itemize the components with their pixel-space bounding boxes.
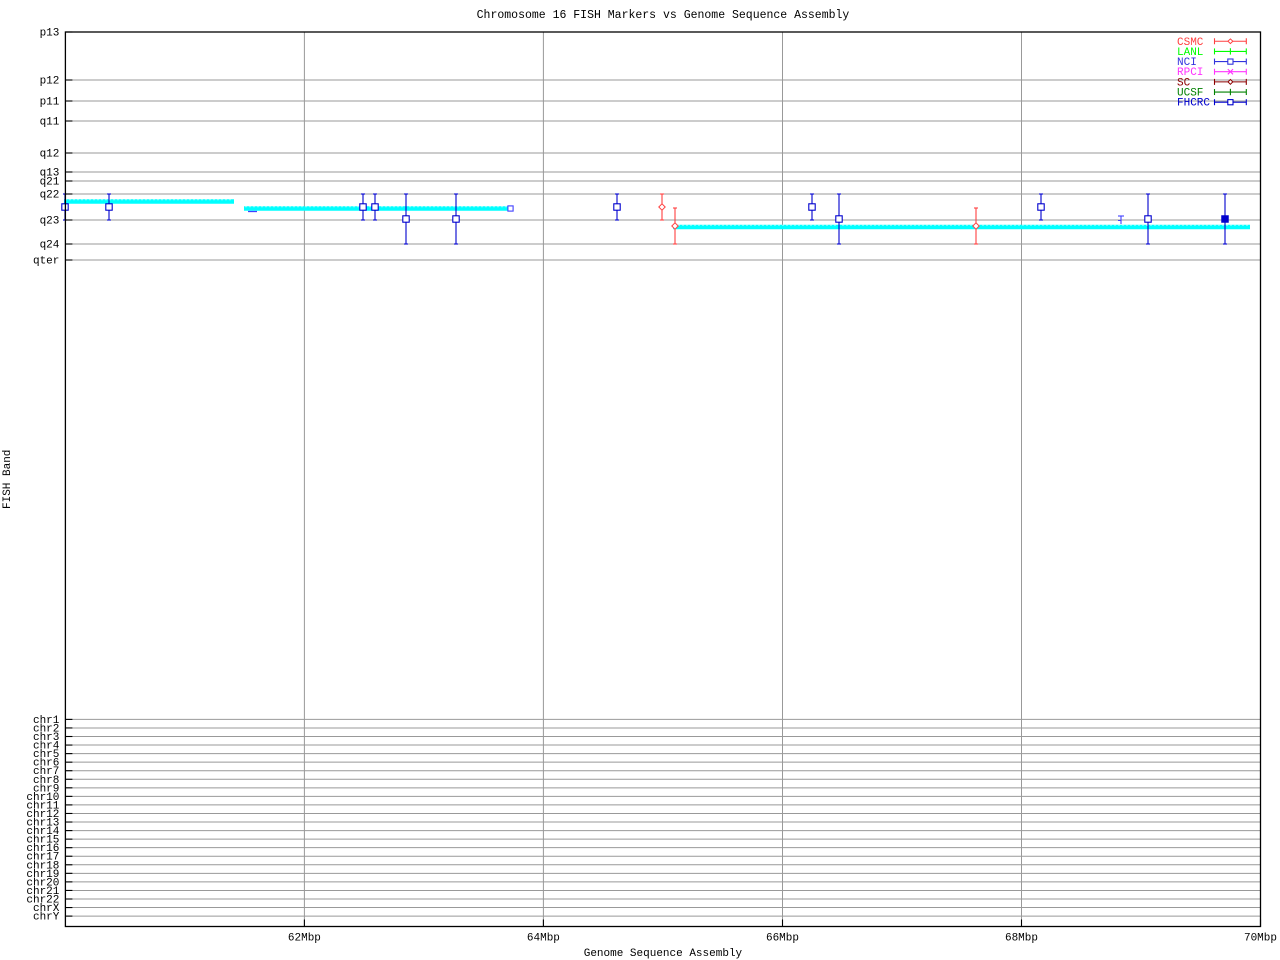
svg-text:70Mbp: 70Mbp: [1244, 933, 1277, 945]
svg-text:q11: q11: [40, 117, 60, 129]
svg-text:66Mbp: 66Mbp: [766, 933, 799, 945]
svg-text:q24: q24: [40, 240, 60, 252]
svg-text:q23: q23: [40, 216, 60, 228]
svg-text:p11: p11: [40, 97, 60, 109]
svg-text:p12: p12: [40, 76, 60, 88]
svg-text:q12: q12: [40, 149, 60, 161]
svg-text:62Mbp: 62Mbp: [288, 933, 321, 945]
svg-text:p13: p13: [40, 28, 60, 40]
svg-text:chrY: chrY: [33, 912, 60, 924]
svg-text:68Mbp: 68Mbp: [1005, 933, 1038, 945]
svg-text:q21: q21: [40, 177, 60, 189]
svg-text:Genome Sequence Assembly: Genome Sequence Assembly: [584, 948, 743, 960]
svg-text:q22: q22: [40, 190, 60, 202]
svg-text:64Mbp: 64Mbp: [527, 933, 560, 945]
svg-text:qter: qter: [33, 256, 59, 268]
svg-text:FHCRC: FHCRC: [1177, 98, 1210, 110]
